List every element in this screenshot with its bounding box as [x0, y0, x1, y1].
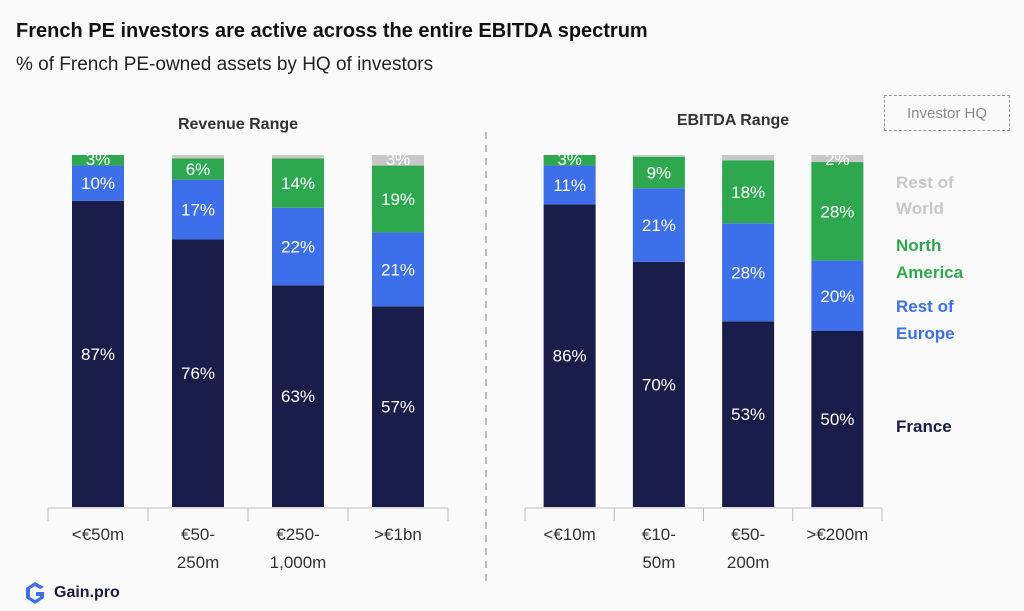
chart-subtitle: % of French PE-owned assets by HQ of inv… — [16, 54, 434, 75]
bar-segment — [272, 285, 324, 507]
legend-item-north_america-line2: America — [896, 263, 964, 282]
bar-segment — [811, 155, 864, 163]
legend-item-rest_of_world-line2: World — [896, 199, 944, 218]
x-tick-label: €50- — [731, 525, 765, 544]
data-label: 22% — [281, 238, 315, 257]
bar-segment — [632, 188, 685, 262]
data-label: 3% — [86, 150, 111, 169]
data-label: 11% — [553, 176, 586, 195]
data-label: 50% — [820, 410, 854, 429]
legend-item-rest_of_world: Rest of — [896, 173, 954, 192]
bar-segment — [722, 160, 775, 224]
bar-segment — [172, 158, 224, 180]
data-label: 19% — [381, 190, 415, 209]
data-label: 10% — [81, 174, 115, 193]
data-label: 3% — [386, 150, 411, 169]
brand-name: Gain.pro — [54, 584, 120, 601]
x-tick-label: >€1bn — [374, 525, 422, 544]
bar-segment — [543, 165, 596, 205]
x-tick-label: 200m — [727, 553, 770, 572]
bar-segment — [72, 200, 124, 507]
x-tick-label: €50- — [181, 525, 215, 544]
bar-segment — [272, 155, 324, 159]
x-tick-label: <€50m — [72, 525, 124, 544]
bar-segment — [811, 331, 864, 507]
data-label: 28% — [731, 263, 765, 282]
legend-title-box: Investor HQ — [884, 95, 1010, 131]
bar-segment — [722, 223, 775, 322]
bar-segment — [372, 232, 424, 307]
bar-segment — [543, 155, 596, 166]
data-label: 21% — [642, 216, 676, 235]
data-label: 87% — [81, 345, 115, 364]
data-label: 63% — [281, 387, 315, 406]
bar-segment — [722, 321, 775, 507]
data-label: 53% — [731, 405, 765, 424]
legend-item-rest_of_europe: Rest of — [896, 297, 954, 316]
brand: Gain.pro — [22, 580, 120, 606]
x-tick-label: €10- — [642, 525, 676, 544]
data-label: 20% — [820, 287, 854, 306]
data-label: 70% — [642, 375, 676, 394]
bar-segment — [272, 158, 324, 208]
bar-segment — [72, 155, 124, 166]
data-label: 17% — [181, 201, 215, 220]
legend-title: Investor HQ — [906, 104, 988, 122]
bar-segment — [811, 162, 864, 261]
data-label: 3% — [557, 150, 582, 169]
data-label: 21% — [381, 260, 415, 279]
bar-segment — [172, 155, 224, 159]
data-label: 2% — [825, 150, 850, 169]
data-label: 28% — [820, 202, 854, 221]
legend-item-rest_of_europe-line2: Europe — [896, 324, 955, 343]
legend-item-france: France — [896, 417, 952, 436]
gain-pro-logo-icon — [26, 582, 44, 604]
data-label: 9% — [647, 164, 672, 183]
data-label: 76% — [181, 364, 215, 383]
data-label: 14% — [281, 174, 315, 193]
x-tick-label: <€10m — [543, 525, 595, 544]
chart-title: French PE investors are active across th… — [16, 20, 648, 42]
panel-title: EBITDA Range — [677, 112, 789, 129]
x-tick-label: 250m — [177, 553, 220, 572]
bar-segment — [811, 260, 864, 331]
bar-segment — [632, 156, 685, 189]
data-label: 18% — [731, 183, 765, 202]
data-label: 57% — [381, 398, 415, 417]
bar-segment — [372, 165, 424, 233]
bar-segment — [632, 155, 685, 157]
bar-segment — [272, 207, 324, 286]
data-label: 86% — [553, 347, 587, 366]
bar-segment — [372, 155, 424, 166]
data-label: 6% — [186, 160, 211, 179]
legend-item-north_america: North — [896, 236, 941, 255]
bar-segment — [632, 261, 685, 507]
x-tick-label: >€200m — [806, 525, 868, 544]
bar-segment — [172, 179, 224, 240]
bar-segment — [72, 165, 124, 201]
bar-segment — [543, 204, 596, 507]
x-tick-label: 1,000m — [270, 553, 327, 572]
panel-title: Revenue Range — [178, 116, 298, 133]
x-tick-label: €250- — [276, 525, 319, 544]
bar-segment — [722, 155, 775, 161]
bar-segment — [372, 306, 424, 507]
x-tick-label: 50m — [642, 553, 675, 572]
bar-segment — [172, 239, 224, 508]
